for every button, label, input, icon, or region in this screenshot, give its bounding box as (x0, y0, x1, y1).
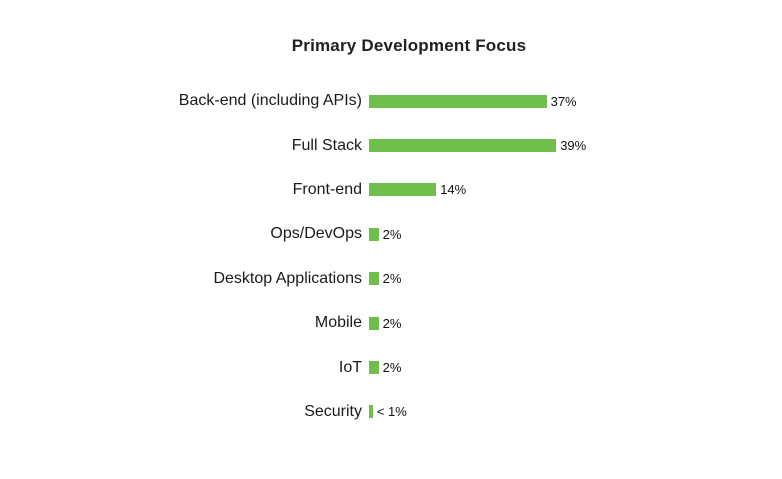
chart-row: Front-end 14% (0, 168, 782, 212)
value-label: < 1% (376, 404, 407, 420)
chart-row: Full Stack 39% (0, 123, 782, 167)
bar (369, 94, 547, 108)
chart-row: Ops/DevOps 2% (0, 212, 782, 256)
category-label: IoT (338, 358, 362, 376)
chart-row: Security < 1% (0, 390, 782, 434)
value-label: 2% (382, 271, 402, 287)
category-label: Full Stack (291, 136, 362, 154)
chart-title: Primary Development Focus (291, 36, 527, 55)
value-label: 39% (560, 138, 587, 154)
bar (369, 316, 379, 330)
chart-row: Mobile 2% (0, 301, 782, 345)
bar (369, 361, 379, 375)
category-label: Desktop Applications (213, 269, 362, 287)
bar (369, 183, 437, 197)
category-label: Mobile (314, 314, 362, 332)
chart-rows: Back-end (including APIs) 37% Full Stack 39… (0, 79, 782, 434)
bar (369, 272, 379, 286)
chart-row: IoT 2% (0, 345, 782, 389)
category-label: Ops/DevOps (270, 225, 362, 243)
value-label: 2% (382, 226, 402, 242)
value-label: 14% (440, 182, 467, 198)
value-label: 2% (382, 315, 402, 331)
category-label: Front-end (292, 180, 362, 198)
value-label: 2% (382, 360, 402, 376)
chart-row: Back-end (including APIs) 37% (0, 79, 782, 123)
bar (369, 405, 373, 419)
chart-row: Desktop Applications 2% (0, 257, 782, 301)
value-label: 37% (550, 93, 577, 109)
category-label: Security (304, 402, 362, 420)
category-label: Back-end (including APIs) (178, 92, 362, 110)
bar (369, 139, 557, 153)
bar (369, 227, 379, 241)
